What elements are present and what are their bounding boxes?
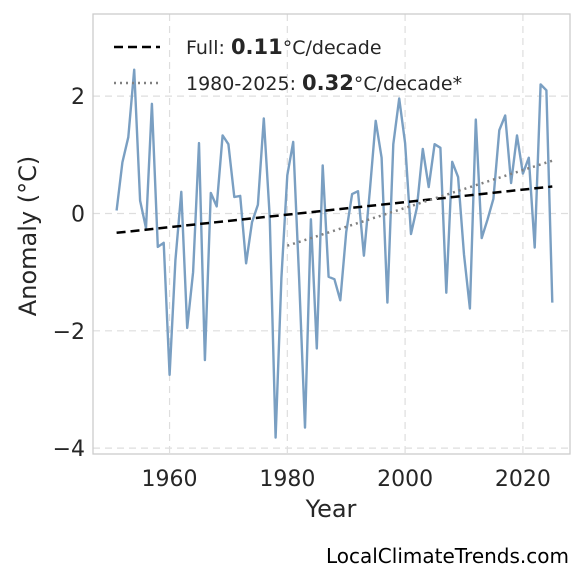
recent-trend-line	[286, 159, 553, 247]
y-tick-label: 2	[71, 85, 85, 110]
x-tick-labels: 1960 1980 2000 2020	[142, 467, 551, 492]
y-tick-label: −2	[53, 320, 85, 345]
full-trend-line	[116, 185, 553, 235]
legend-full-prefix: Full:	[186, 37, 231, 59]
legend-recent-prefix: 1980-2025:	[186, 73, 302, 95]
legend-recent-value: 0.32	[302, 71, 354, 95]
legend-full-entry: Full: 0.11°C/decade	[186, 35, 382, 59]
x-tick-label: 1960	[142, 467, 198, 492]
y-tick-label: 0	[71, 202, 85, 227]
legend-full-suffix: °C/decade	[283, 37, 382, 59]
legend-recent-entry: 1980-2025: 0.32°C/decade*	[186, 71, 462, 95]
x-tick-label: 2020	[495, 467, 551, 492]
grid-lines	[93, 14, 570, 454]
x-tick-label: 1980	[259, 467, 315, 492]
x-tick-label: 2000	[377, 467, 433, 492]
legend-full-value: 0.11	[231, 35, 283, 59]
y-tick-label: −4	[53, 437, 85, 462]
series-layer	[115, 68, 554, 439]
legend: Full: 0.11°C/decade 1980-2025: 0.32°C/de…	[114, 35, 462, 95]
x-axis-label: Year	[305, 495, 357, 523]
plot-frame	[92, 13, 571, 455]
y-tick-labels: −4 −2 0 2	[53, 85, 85, 462]
watermark-text: LocalClimateTrends.com	[325, 544, 569, 568]
legend-recent-suffix: °C/decade*	[354, 73, 462, 95]
anomaly-series-line	[115, 68, 554, 439]
y-axis-label: Anomaly (°C)	[14, 156, 42, 316]
